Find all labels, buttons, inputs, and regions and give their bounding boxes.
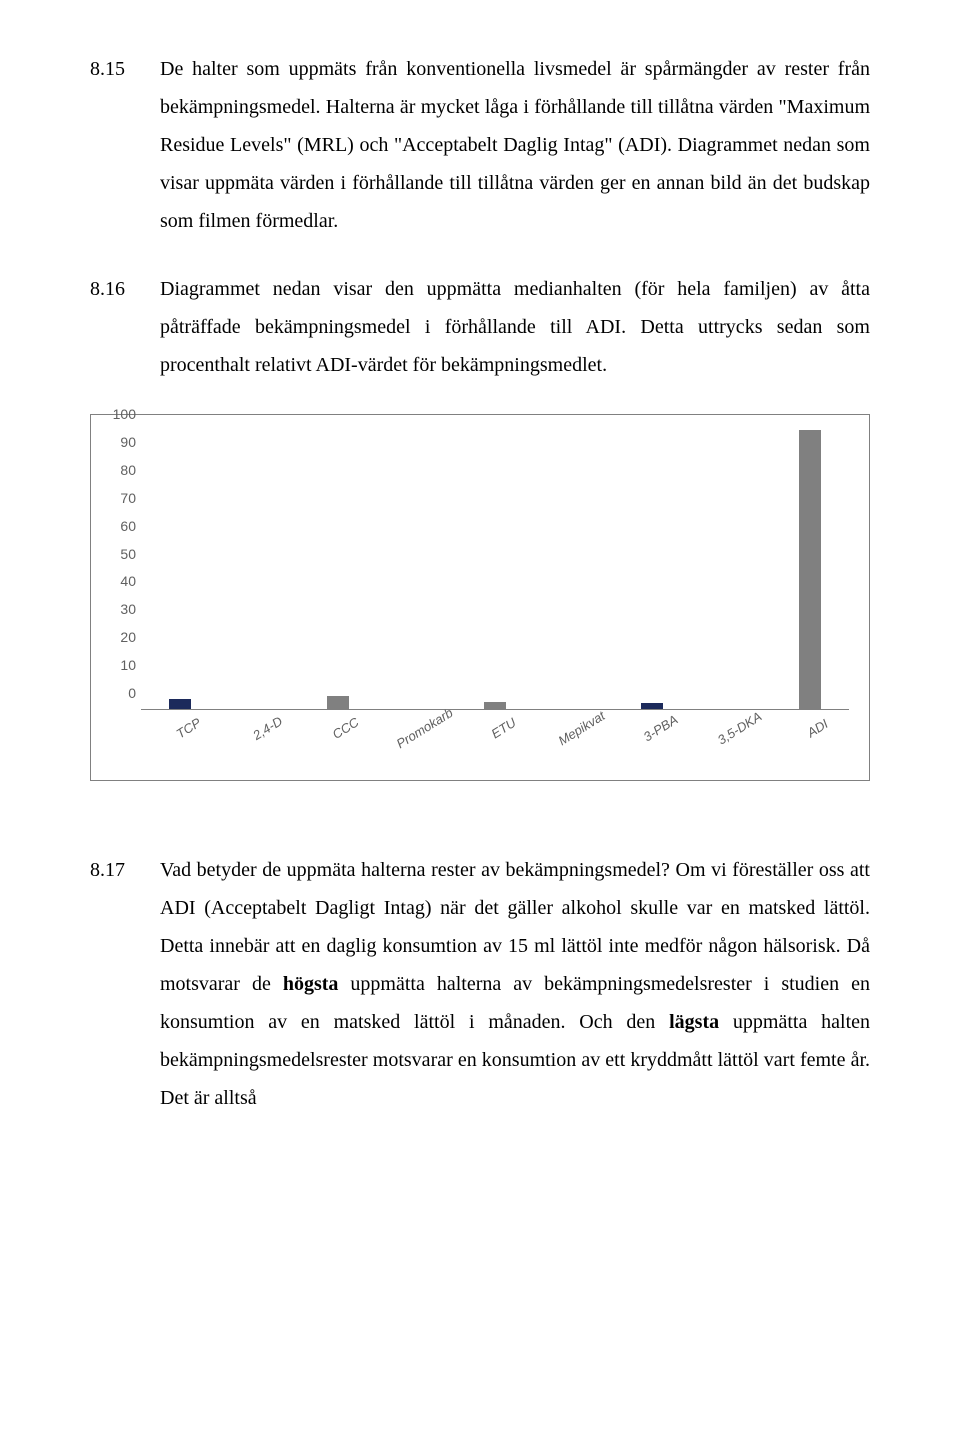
- bar-chart: 0102030405060708090100 TCP2,4-DCCCPromok…: [101, 430, 859, 770]
- chart-container: 0102030405060708090100 TCP2,4-DCCCPromok…: [90, 414, 870, 781]
- chart-plot-area: 0102030405060708090100: [141, 430, 849, 710]
- chart-ytick: 90: [101, 434, 136, 450]
- chart-bar-slot: [613, 430, 692, 709]
- chart-ytick: 70: [101, 490, 136, 506]
- paragraph-number: 8.17: [90, 851, 160, 1117]
- paragraph-body: De halter som uppmäts från konventionell…: [160, 50, 870, 240]
- chart-ytick: 0: [101, 685, 136, 701]
- chart-bar: [169, 699, 191, 709]
- chart-bar-slot: [534, 430, 613, 709]
- paragraph-number: 8.16: [90, 270, 160, 384]
- paragraph-body: Diagrammet nedan visar den uppmätta medi…: [160, 270, 870, 384]
- paragraph-8-17: 8.17 Vad betyder de uppmäta halterna res…: [90, 851, 870, 1117]
- bold-text: högsta: [283, 973, 339, 995]
- paragraph-8-15: 8.15 De halter som uppmäts från konventi…: [90, 50, 870, 240]
- chart-ytick: 10: [101, 657, 136, 673]
- chart-ytick: 20: [101, 629, 136, 645]
- chart-bar-slot: [377, 430, 456, 709]
- chart-bar-slot: [692, 430, 771, 709]
- chart-ytick: 40: [101, 573, 136, 589]
- paragraph-number: 8.15: [90, 50, 160, 240]
- bold-text: lägsta: [669, 1011, 719, 1033]
- chart-ytick: 50: [101, 546, 136, 562]
- document-page: 8.15 De halter som uppmäts från konventi…: [0, 0, 960, 1197]
- chart-bar-slot: [298, 430, 377, 709]
- chart-bar-slot: [770, 430, 849, 709]
- chart-ytick: 80: [101, 462, 136, 478]
- chart-ytick: 30: [101, 601, 136, 617]
- paragraph-8-16: 8.16 Diagrammet nedan visar den uppmätta…: [90, 270, 870, 384]
- chart-x-labels: TCP2,4-DCCCPromokarbETUMepikvat3-PBA3,5-…: [141, 715, 849, 770]
- chart-bar-slot: [456, 430, 535, 709]
- paragraph-body: Vad betyder de uppmäta halterna rester a…: [160, 851, 870, 1117]
- chart-bar: [327, 696, 349, 709]
- chart-ytick: 100: [101, 406, 136, 422]
- chart-bar: [641, 703, 663, 709]
- chart-ytick: 60: [101, 518, 136, 534]
- chart-bar-slot: [220, 430, 299, 709]
- chart-bar: [484, 702, 506, 709]
- chart-bar-slot: [141, 430, 220, 709]
- chart-bars: [141, 430, 849, 709]
- chart-bar: [799, 430, 821, 709]
